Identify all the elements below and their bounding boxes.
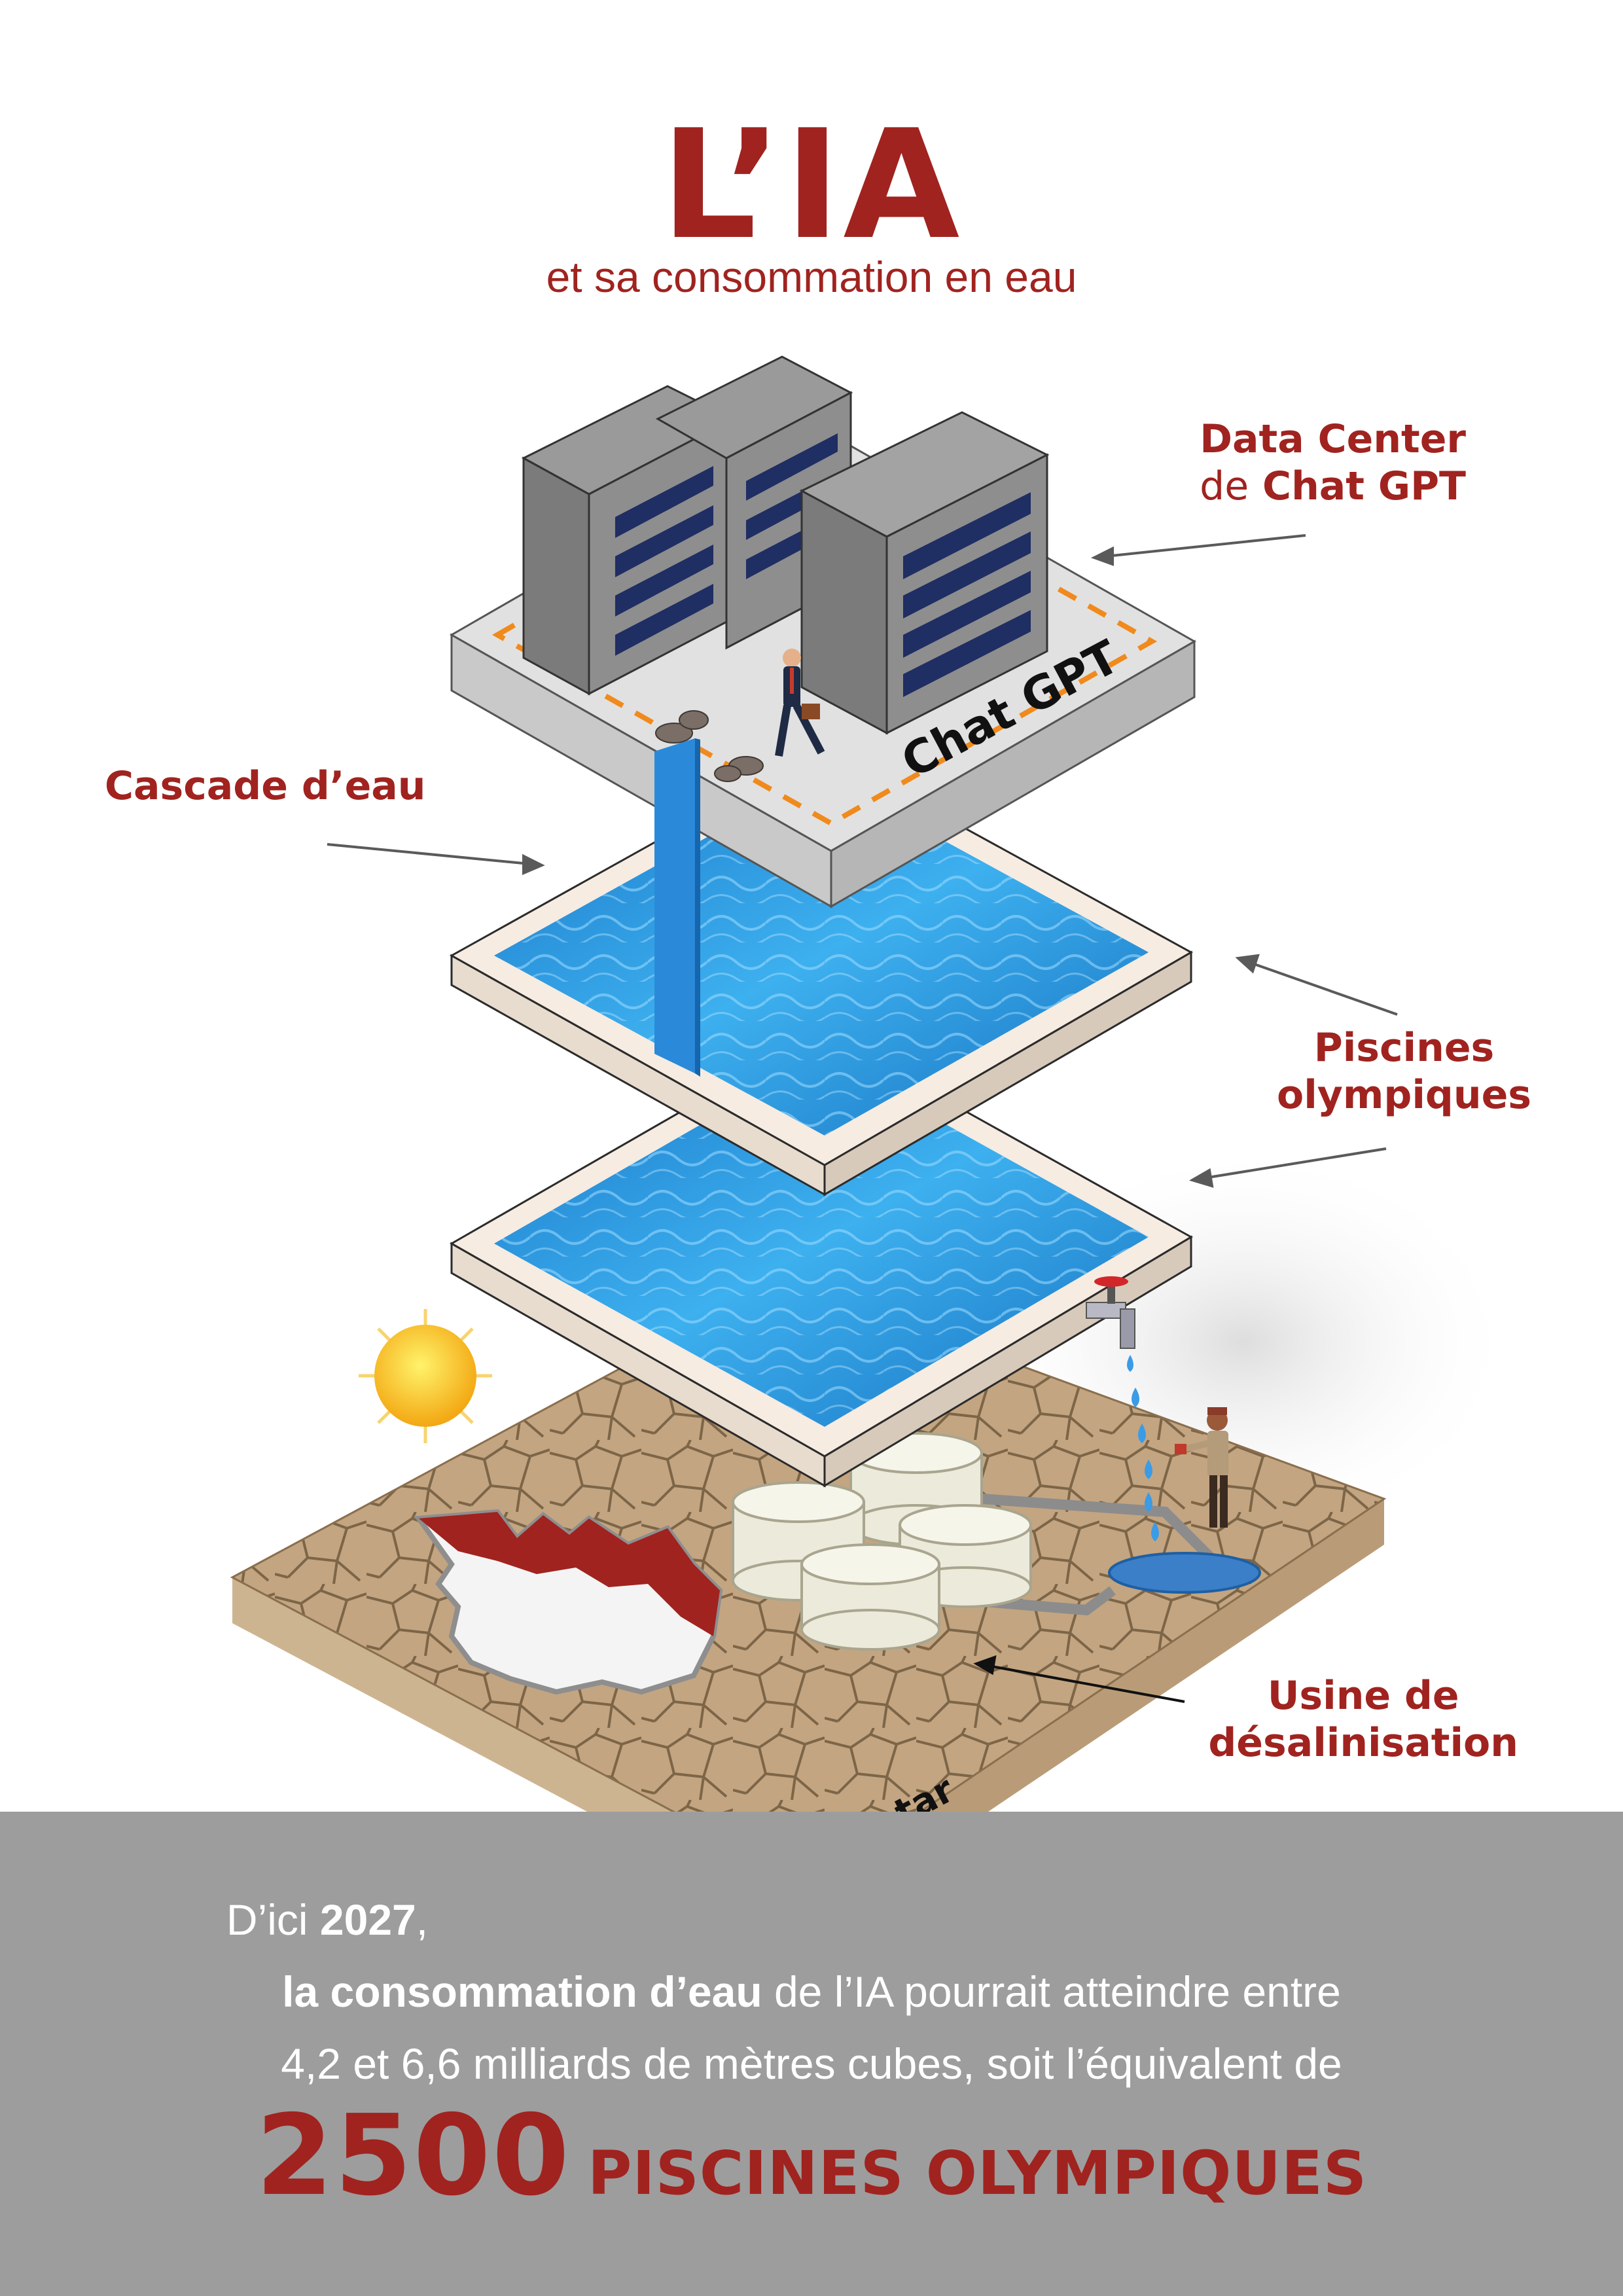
footer-line2-bold: la consommation d’eau	[282, 1967, 762, 2016]
label-pools: Piscines olympiques	[1277, 1024, 1531, 1119]
faucet-icon	[1086, 1276, 1135, 1349]
label-data-center: Data Center de Chat GPT	[1200, 416, 1466, 510]
label-data-center-de: de	[1200, 463, 1249, 509]
person-collecting-water	[1175, 1407, 1228, 1528]
page-title: L’IA	[660, 98, 963, 273]
water-drops	[1127, 1355, 1159, 1541]
pool-upper	[449, 748, 1194, 1196]
big-number: 2500	[255, 2091, 571, 2221]
qatar-map-shape	[414, 1509, 723, 1695]
footer-band	[0, 1812, 1623, 2296]
footer-line-3: 4,2 et 6,6 milliards de mètres cubes, so…	[281, 2039, 1342, 2088]
label-pools-line2: olympiques	[1276, 1072, 1531, 1118]
pool-lower	[449, 1030, 1193, 1488]
desal-arrow	[973, 1655, 1185, 1703]
label-pools-line1: Piscines	[1313, 1025, 1495, 1071]
label-desal-line1: Usine de	[1267, 1673, 1459, 1719]
server-racks	[521, 355, 1050, 735]
footer-line1-suffix: ,	[416, 1895, 429, 1944]
businessman-figure	[775, 649, 825, 757]
footer-year: 2027	[319, 1895, 416, 1944]
sun-icon	[359, 1309, 492, 1443]
desalination-plant	[732, 1432, 1261, 1651]
label-data-center-line1: Data Center	[1200, 416, 1466, 462]
rocks	[655, 710, 764, 782]
footer-line-1: D’ici 2027,	[0, 1895, 1139, 1945]
label-data-center-line2: de Chat GPT	[1200, 463, 1466, 510]
footer-line2-rest: de l’IA pourrait atteindre entre	[762, 1967, 1341, 2016]
footer-headline: 2500 PISCINES OLYMPIQUES	[0, 2091, 1623, 2221]
page-subtitle: et sa consommation en eau	[546, 253, 1077, 301]
leader-arrows	[327, 534, 1398, 1188]
label-desalination: Usine de désalinisation	[1208, 1672, 1518, 1767]
waterfall	[654, 738, 700, 1077]
big-text: PISCINES OLYMPIQUES	[588, 2138, 1368, 2208]
label-desal-line2: désalinisation	[1208, 1720, 1518, 1766]
footer-line1-prefix: D’ici	[226, 1895, 320, 1944]
label-data-center-name: Chat GPT	[1262, 463, 1466, 509]
footer-line-2: la consommation d’eau de l’IA pourrait a…	[0, 1967, 1623, 2017]
label-cascade: Cascade d’eau	[105, 763, 426, 809]
